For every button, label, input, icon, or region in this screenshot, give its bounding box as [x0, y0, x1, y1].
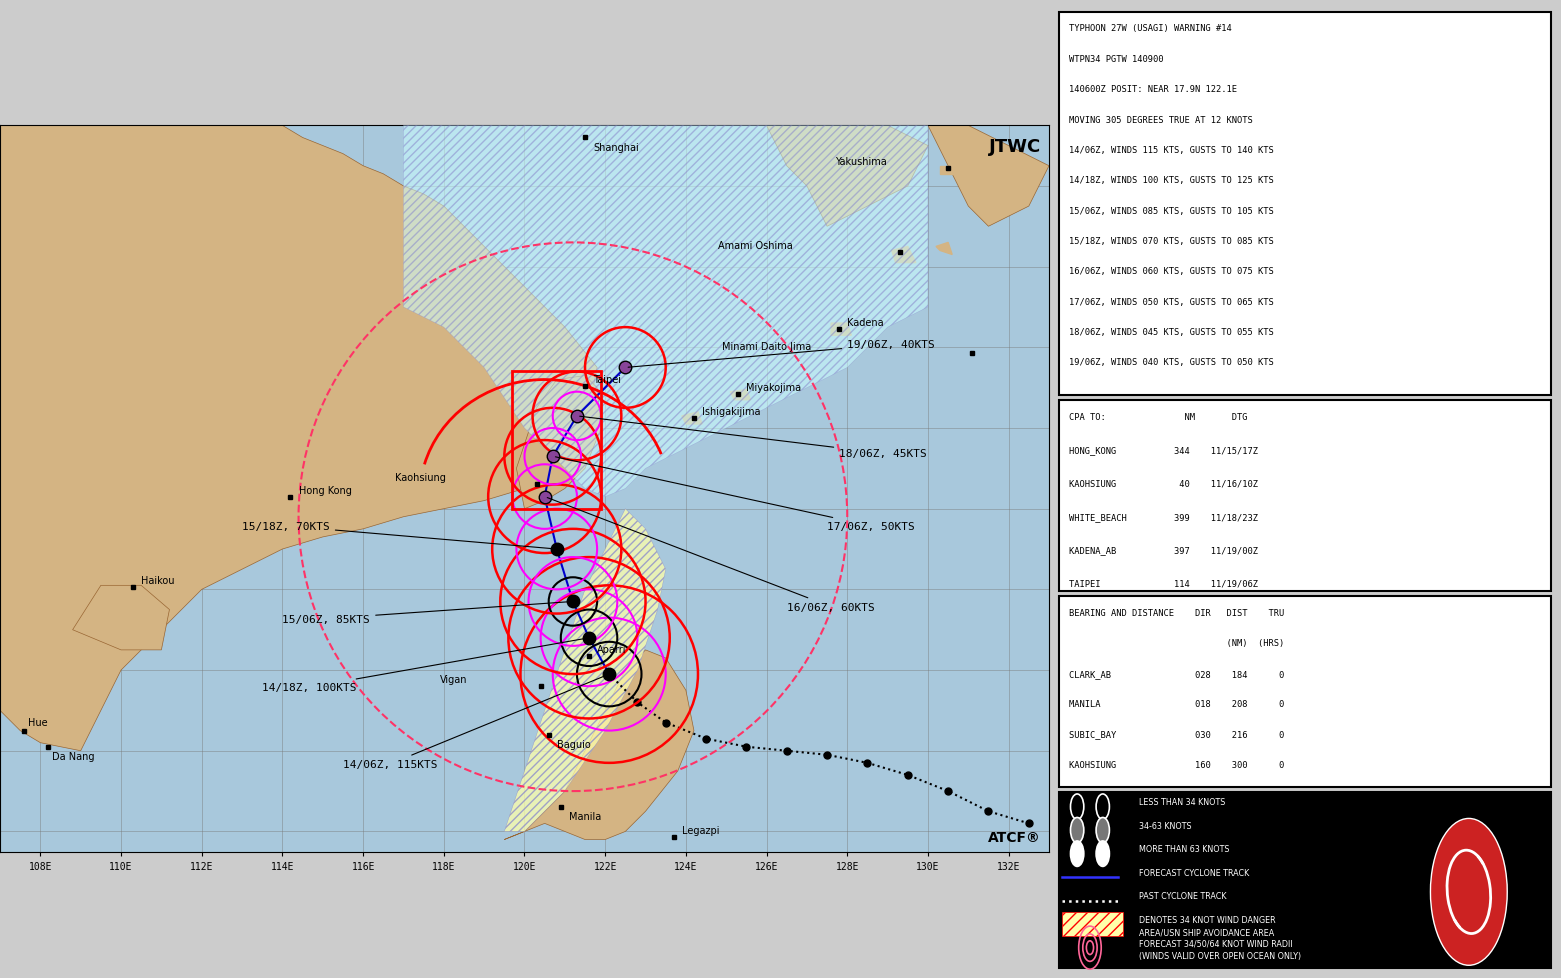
Text: FORECAST 34/50/64 KNOT WIND RADII: FORECAST 34/50/64 KNOT WIND RADII [1138, 938, 1293, 948]
Text: Minami Daito Jima: Minami Daito Jima [723, 342, 812, 352]
Circle shape [1096, 841, 1110, 867]
Text: Haikou: Haikou [140, 576, 175, 586]
Text: Ishigakijima: Ishigakijima [702, 407, 760, 417]
Text: 19/06Z, WINDS 040 KTS, GUSTS TO 050 KTS: 19/06Z, WINDS 040 KTS, GUSTS TO 050 KTS [1069, 358, 1274, 367]
Text: 16/06Z, WINDS 060 KTS, GUSTS TO 075 KTS: 16/06Z, WINDS 060 KTS, GUSTS TO 075 KTS [1069, 267, 1274, 276]
Polygon shape [830, 324, 851, 335]
Text: (WINDS VALID OVER OPEN OCEAN ONLY): (WINDS VALID OVER OPEN OCEAN ONLY) [1138, 951, 1300, 960]
Circle shape [1096, 818, 1110, 843]
Text: TYPHOON 27W (USAGI) WARNING #14: TYPHOON 27W (USAGI) WARNING #14 [1069, 24, 1232, 33]
Polygon shape [73, 586, 170, 650]
Text: 17/06Z, WINDS 050 KTS, GUSTS TO 065 KTS: 17/06Z, WINDS 050 KTS, GUSTS TO 065 KTS [1069, 297, 1274, 306]
Polygon shape [891, 247, 916, 263]
Text: 14/18Z, 100KTS: 14/18Z, 100KTS [262, 639, 587, 692]
Text: Manila: Manila [568, 812, 601, 822]
Text: CLARK_AB                028    184      0: CLARK_AB 028 184 0 [1069, 669, 1285, 678]
Text: WTPN34 PGTW 140900: WTPN34 PGTW 140900 [1069, 55, 1165, 64]
Text: Amami Oshima: Amami Oshima [718, 242, 793, 251]
Polygon shape [731, 390, 751, 400]
Text: Aparri: Aparri [598, 645, 626, 654]
Text: JTWC: JTWC [988, 138, 1041, 156]
Text: PAST CYCLONE TRACK: PAST CYCLONE TRACK [1138, 891, 1225, 901]
Bar [1060, 792, 1550, 968]
Text: ATCF®: ATCF® [988, 829, 1041, 844]
Text: WHITE_BEACH         399    11/18/23Z: WHITE_BEACH 399 11/18/23Z [1069, 512, 1258, 521]
Polygon shape [940, 166, 957, 175]
Text: 140600Z POSIT: NEAR 17.9N 122.1E: 140600Z POSIT: NEAR 17.9N 122.1E [1069, 85, 1238, 94]
Text: Taipei: Taipei [593, 375, 621, 384]
Bar [1060, 401, 1550, 592]
Polygon shape [0, 126, 598, 751]
Text: Baguio: Baguio [557, 739, 590, 749]
Text: Vigan: Vigan [440, 675, 467, 685]
Text: Kadena: Kadena [848, 318, 884, 328]
Text: AREA/USN SHIP AVOIDANCE AREA: AREA/USN SHIP AVOIDANCE AREA [1138, 927, 1274, 937]
Text: Kaohsiung: Kaohsiung [395, 473, 446, 483]
Text: Da Nang: Da Nang [53, 751, 95, 761]
Circle shape [1071, 841, 1083, 867]
Circle shape [1430, 819, 1508, 965]
Text: 18/06Z, WINDS 045 KTS, GUSTS TO 055 KTS: 18/06Z, WINDS 045 KTS, GUSTS TO 055 KTS [1069, 328, 1274, 336]
Polygon shape [766, 126, 927, 227]
Polygon shape [504, 510, 665, 831]
Polygon shape [517, 377, 601, 510]
Text: Hue: Hue [28, 717, 48, 727]
Text: MANILA                  018    208      0: MANILA 018 208 0 [1069, 699, 1285, 708]
Text: 16/06Z, 60KTS: 16/06Z, 60KTS [548, 498, 874, 612]
Text: SUBIC_BAY               030    216      0: SUBIC_BAY 030 216 0 [1069, 730, 1285, 738]
Text: 15/18Z, 70KTS: 15/18Z, 70KTS [242, 521, 554, 550]
Polygon shape [682, 413, 702, 424]
Circle shape [1071, 818, 1083, 843]
Bar [1061, 912, 1124, 936]
Text: FORECAST CYCLONE TRACK: FORECAST CYCLONE TRACK [1138, 867, 1249, 877]
Text: LESS THAN 34 KNOTS: LESS THAN 34 KNOTS [1138, 797, 1225, 807]
Text: KADENA_AB           397    11/19/00Z: KADENA_AB 397 11/19/00Z [1069, 546, 1258, 555]
Text: 14/18Z, WINDS 100 KTS, GUSTS TO 125 KTS: 14/18Z, WINDS 100 KTS, GUSTS TO 125 KTS [1069, 176, 1274, 185]
Text: 15/06Z, 85KTS: 15/06Z, 85KTS [283, 602, 570, 624]
Text: 14/06Z, WINDS 115 KTS, GUSTS TO 140 KTS: 14/06Z, WINDS 115 KTS, GUSTS TO 140 KTS [1069, 146, 1274, 155]
Text: BEARING AND DISTANCE    DIR   DIST    TRU: BEARING AND DISTANCE DIR DIST TRU [1069, 608, 1285, 617]
Text: HONG_KONG           344    11/15/17Z: HONG_KONG 344 11/15/17Z [1069, 446, 1258, 455]
Text: Miyakojima: Miyakojima [746, 382, 801, 392]
Text: DENOTES 34 KNOT WIND DANGER: DENOTES 34 KNOT WIND DANGER [1138, 914, 1275, 924]
Text: 17/06Z, 50KTS: 17/06Z, 50KTS [556, 458, 915, 531]
Bar [512, 372, 601, 510]
Text: KAOHSIUNG               160    300      0: KAOHSIUNG 160 300 0 [1069, 760, 1285, 769]
Text: 15/18Z, WINDS 070 KTS, GUSTS TO 085 KTS: 15/18Z, WINDS 070 KTS, GUSTS TO 085 KTS [1069, 237, 1274, 245]
Text: TAIPEI              114    11/19/06Z: TAIPEI 114 11/19/06Z [1069, 579, 1258, 588]
Text: 18/06Z, 45KTS: 18/06Z, 45KTS [579, 417, 927, 459]
Text: Hong Kong: Hong Kong [298, 485, 351, 495]
Text: Yakushima: Yakushima [835, 156, 887, 166]
Text: MORE THAN 63 KNOTS: MORE THAN 63 KNOTS [1138, 844, 1229, 854]
Polygon shape [937, 244, 952, 255]
Text: KAOHSIUNG            40    11/16/10Z: KAOHSIUNG 40 11/16/10Z [1069, 479, 1258, 488]
Text: MOVING 305 DEGREES TRUE AT 12 KNOTS: MOVING 305 DEGREES TRUE AT 12 KNOTS [1069, 115, 1253, 124]
Text: Legazpi: Legazpi [682, 825, 720, 835]
Text: 14/06Z, 115KTS: 14/06Z, 115KTS [343, 676, 607, 769]
Polygon shape [403, 126, 927, 497]
Text: 19/06Z, 40KTS: 19/06Z, 40KTS [628, 340, 935, 368]
Text: Shanghai: Shanghai [593, 143, 638, 153]
Text: (NM)  (HRS): (NM) (HRS) [1069, 639, 1285, 647]
Text: 15/06Z, WINDS 085 KTS, GUSTS TO 105 KTS: 15/06Z, WINDS 085 KTS, GUSTS TO 105 KTS [1069, 206, 1274, 215]
Polygon shape [504, 650, 695, 840]
Text: 34-63 KNOTS: 34-63 KNOTS [1138, 821, 1191, 830]
Text: CPA TO:               NM       DTG: CPA TO: NM DTG [1069, 413, 1247, 422]
Bar [1060, 597, 1550, 787]
Bar [1060, 13, 1550, 396]
Polygon shape [927, 126, 1049, 227]
